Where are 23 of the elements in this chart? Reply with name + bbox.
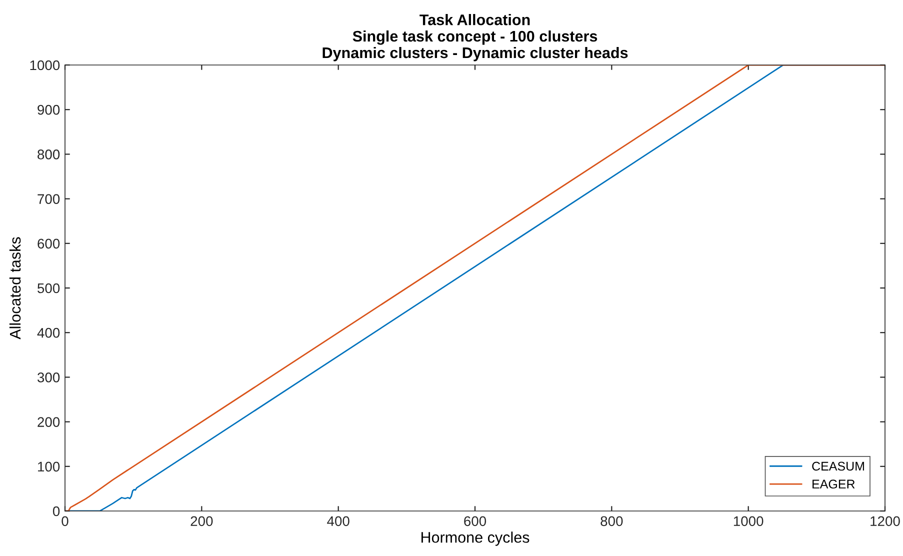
y-tick-label: 0 <box>52 506 60 516</box>
y-tick-label: 100 <box>38 462 60 472</box>
y-tick-label: 600 <box>38 238 60 249</box>
x-tick-label: 200 <box>190 516 213 526</box>
y-axis-title: Allocated tasks <box>9 237 21 340</box>
y-tick-label: 500 <box>38 283 60 294</box>
x-tick-label: 1000 <box>734 516 764 526</box>
x-tick-label: 400 <box>327 516 350 526</box>
x-tick-label: 1200 <box>870 516 900 526</box>
x-axis-title: Hormone cycles <box>421 532 530 546</box>
y-tick-label: 300 <box>38 372 60 382</box>
y-tick-label: 200 <box>38 417 60 427</box>
y-tick-label: 800 <box>38 150 60 160</box>
chart-title: Task Allocation Single task concept - 100 clusters Dynamic clusters - Dynamic cluster heads <box>322 14 628 62</box>
y-tick-label: 400 <box>37 328 60 338</box>
legend-label: CEASUM <box>812 462 864 471</box>
legend-label: EAGER <box>812 480 855 489</box>
y-tick-label: 900 <box>38 104 60 115</box>
x-tick-label: 800 <box>600 516 623 526</box>
y-tick-label: 1000 <box>30 60 60 70</box>
x-tick-label: 0 <box>62 516 68 526</box>
x-tick-label: 600 <box>464 516 486 526</box>
y-tick-label: 700 <box>38 194 60 204</box>
